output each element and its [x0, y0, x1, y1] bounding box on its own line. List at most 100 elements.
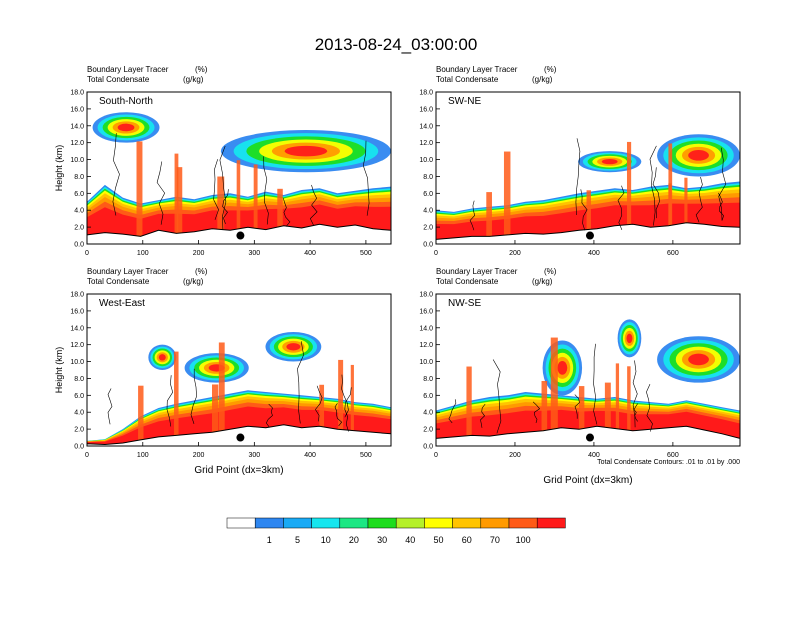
convective-column — [604, 382, 611, 446]
contour-title: Total Condensate — [87, 75, 150, 84]
colorbar-box — [395, 517, 425, 529]
condensate-contour — [344, 387, 352, 432]
colorbar-box — [424, 517, 453, 529]
panel-west-east: Boundary Layer Tracer (%) Total Condensate… — [54, 267, 392, 476]
colorbar-box — [311, 517, 341, 529]
panel-south-north: Boundary Layer Tracer (%) Total Condensate… — [54, 65, 392, 257]
field-title: Boundary Layer Tracer — [87, 65, 169, 74]
y-tick-label: 6.0 — [74, 191, 84, 198]
y-tick-label: 12.0 — [70, 342, 84, 349]
x-tick-label: 200 — [509, 250, 521, 257]
convective-column — [138, 385, 144, 446]
condensate-contour — [574, 394, 580, 419]
x-tick-label: 500 — [360, 452, 372, 459]
y-tick-label: 2.0 — [74, 225, 84, 232]
colorbar-box — [254, 517, 284, 529]
field-title: Boundary Layer Tracer — [436, 65, 518, 74]
x-tick-label: 200 — [193, 452, 205, 459]
x-tick-label: 300 — [248, 452, 260, 459]
y-tick-label: 14.0 — [70, 123, 84, 130]
condensate-contour — [646, 383, 653, 432]
condensate-contour — [632, 360, 638, 428]
panel-sw-ne: Boundary Layer Tracer (%) Total Condensate… — [419, 65, 741, 257]
field-title: Boundary Layer Tracer — [87, 267, 169, 276]
anvil-0-ring-5 — [117, 123, 135, 132]
condensate-contour — [263, 156, 269, 225]
convective-column — [503, 151, 511, 244]
colorbar-label: 1 — [267, 535, 272, 545]
convective-column — [541, 380, 548, 446]
anvil-1-ring-5 — [626, 333, 633, 344]
x-tick-label: 200 — [193, 250, 205, 257]
x-tick-label: 0 — [434, 250, 438, 257]
convective-column — [684, 177, 688, 244]
y-tick-label: 0.0 — [423, 444, 433, 451]
condensate-contour — [580, 189, 588, 231]
plot-frame — [435, 293, 741, 447]
condensate-contour — [309, 184, 318, 226]
condensate-contour — [469, 200, 476, 231]
x-tick-label: 400 — [588, 452, 600, 459]
x-tick-label: 0 — [85, 250, 89, 257]
convective-column — [578, 386, 585, 446]
x-axis-label: Grid Point (dx=3km) — [543, 475, 632, 486]
y-axis-label: Height (km) — [54, 145, 64, 192]
x-axis-label: Grid Point (dx=3km) — [194, 465, 283, 476]
convective-column — [319, 384, 325, 446]
field-unit: (%) — [195, 267, 208, 276]
y-tick-label: 16.0 — [419, 308, 433, 315]
anvil-0-ring-5 — [601, 159, 618, 165]
condensate-contour — [219, 145, 227, 230]
y-tick-label: 0.0 — [423, 242, 433, 249]
condensate-contour — [593, 343, 598, 425]
y-tick-label: 8.0 — [423, 376, 433, 383]
condensate-contour — [649, 145, 657, 226]
y-tick-label: 6.0 — [423, 191, 433, 198]
convective-column — [253, 164, 258, 244]
convective-column — [627, 366, 631, 446]
contour-note: Total Condensate Contours: .01 to .01 by… — [597, 459, 740, 466]
condensate-contour — [156, 161, 166, 225]
plot-frame — [86, 91, 392, 245]
condensate-contour — [283, 198, 291, 227]
y-tick-label: 10.0 — [419, 157, 433, 164]
y-axis-label: Height (km) — [54, 347, 64, 394]
panel-nw-se: Boundary Layer Tracer (%) Total Condensate… — [419, 267, 741, 486]
condensate-contour — [166, 375, 174, 427]
x-tick-label: 600 — [667, 250, 679, 257]
y-tick-label: 2.0 — [423, 427, 433, 434]
condensate-contour — [265, 403, 273, 427]
y-tick-label: 8.0 — [423, 174, 433, 181]
condensate-contour — [532, 401, 541, 423]
colorbar-label: 60 — [462, 535, 472, 545]
plot-area — [436, 134, 740, 244]
convective-column — [550, 337, 558, 446]
y-tick-label: 18.0 — [70, 292, 84, 299]
plot-frame — [86, 293, 392, 447]
colorbar-box — [536, 517, 566, 529]
y-tick-label: 18.0 — [419, 292, 433, 299]
convective-column — [136, 141, 143, 244]
condensate-contour — [448, 399, 457, 424]
convective-column — [212, 384, 219, 446]
convective-column — [668, 143, 673, 244]
x-tick-label: 400 — [588, 250, 600, 257]
colorbar-box — [452, 517, 482, 529]
site-marker — [585, 231, 594, 240]
contour-unit: (g/kg) — [532, 277, 553, 286]
y-tick-label: 18.0 — [70, 90, 84, 97]
anvil-0-ring-5 — [557, 361, 568, 375]
y-tick-label: 10.0 — [419, 359, 433, 366]
convective-column — [626, 141, 632, 244]
x-tick-label: 400 — [304, 250, 316, 257]
condensate-contour — [652, 167, 660, 219]
condensate-contour — [297, 341, 304, 424]
x-tick-label: 400 — [304, 452, 316, 459]
plot-area — [87, 332, 391, 446]
colorbar-label: 70 — [490, 535, 500, 545]
x-tick-label: 100 — [137, 250, 149, 257]
convective-column — [615, 363, 620, 446]
colorbar-label: 10 — [321, 535, 331, 545]
convective-column — [174, 351, 179, 446]
